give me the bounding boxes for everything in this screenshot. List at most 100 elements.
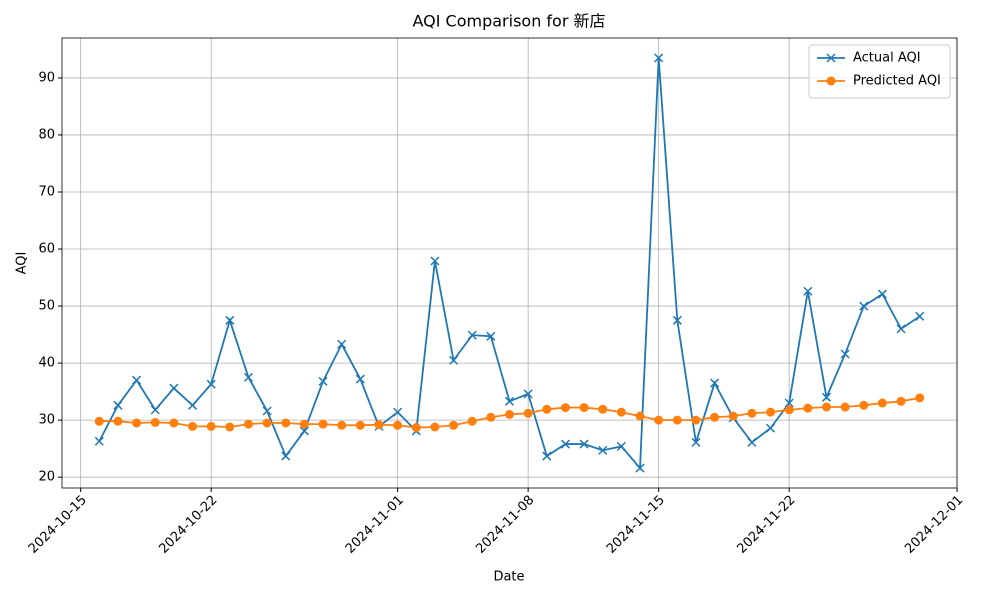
marker	[803, 286, 813, 296]
y-tick-label: 40	[38, 356, 55, 371]
marker	[486, 331, 496, 341]
marker	[840, 349, 850, 359]
marker	[579, 403, 589, 413]
x-tick-label: 2024-10-15	[26, 493, 90, 557]
marker	[821, 402, 831, 412]
y-tick-label: 90	[38, 70, 55, 85]
marker	[654, 53, 664, 63]
marker	[803, 403, 813, 413]
marker	[598, 404, 608, 414]
x-axis-label: Date	[493, 570, 524, 585]
marker	[411, 423, 421, 433]
marker	[318, 376, 328, 386]
marker	[113, 416, 123, 426]
y-tick-label: 50	[38, 299, 55, 314]
x-tick-label: 2024-11-01	[343, 493, 407, 557]
marker	[766, 407, 776, 417]
marker	[393, 407, 403, 417]
marker	[747, 437, 757, 447]
marker	[169, 383, 179, 393]
y-tick-label: 80	[38, 127, 55, 142]
x-tick-label: 2024-11-22	[734, 493, 798, 557]
marker	[635, 411, 645, 421]
marker	[616, 441, 626, 451]
marker	[579, 439, 589, 449]
marker	[915, 393, 925, 403]
marker	[654, 415, 664, 425]
marker	[225, 315, 235, 325]
marker	[150, 417, 160, 427]
marker	[691, 437, 701, 447]
marker	[374, 420, 384, 430]
y-tick-label: 20	[38, 470, 55, 485]
y-tick-label: 60	[38, 242, 55, 257]
marker	[896, 324, 906, 334]
legend-label: Predicted AQI	[853, 74, 941, 89]
marker	[243, 419, 253, 429]
line	[98, 57, 921, 471]
marker	[318, 419, 328, 429]
marker	[262, 418, 272, 428]
marker	[449, 355, 459, 365]
marker	[635, 463, 645, 473]
marker	[672, 315, 682, 325]
marker	[281, 451, 291, 461]
marker	[877, 289, 887, 299]
marker	[243, 372, 253, 382]
marker	[859, 301, 869, 311]
marker	[355, 420, 365, 430]
marker	[337, 339, 347, 349]
marker	[877, 398, 887, 408]
marker	[449, 420, 459, 430]
marker	[132, 375, 142, 385]
marker	[505, 409, 514, 419]
marker	[710, 378, 720, 388]
x-tick-label: 2024-11-08	[473, 493, 537, 557]
legend-label: Actual AQI	[853, 51, 921, 66]
legend-marker	[826, 53, 836, 63]
marker	[728, 411, 738, 421]
marker	[94, 436, 104, 446]
marker	[355, 374, 365, 384]
marker	[523, 408, 533, 418]
legend-marker	[826, 76, 836, 86]
series	[94, 393, 925, 433]
marker	[225, 422, 235, 432]
marker	[915, 311, 925, 321]
plot-frame	[61, 37, 958, 489]
marker	[430, 422, 440, 432]
marker	[766, 423, 776, 433]
x-tick-label: 2024-10-22	[156, 493, 220, 557]
marker	[169, 418, 179, 428]
marker	[94, 416, 104, 426]
marker	[560, 403, 570, 413]
x-tick-label: 2024-11-15	[604, 493, 668, 557]
marker	[747, 408, 757, 418]
marker	[337, 420, 347, 430]
marker	[262, 406, 272, 416]
marker	[132, 418, 142, 428]
marker	[859, 400, 869, 410]
marker	[542, 404, 552, 414]
marker	[821, 392, 832, 402]
marker	[299, 426, 309, 436]
marker	[598, 445, 608, 455]
marker	[560, 439, 570, 449]
y-tick-label: 70	[38, 184, 55, 199]
marker	[299, 419, 309, 429]
chart-title: AQI Comparison for 新店	[412, 12, 605, 31]
marker	[393, 420, 403, 430]
marker	[710, 412, 720, 422]
marker	[113, 400, 123, 410]
marker	[542, 451, 552, 461]
y-tick-label: 30	[38, 413, 55, 428]
marker	[187, 400, 198, 410]
marker	[430, 256, 440, 266]
marker	[206, 421, 216, 431]
x-tick-label: 2024-12-01	[902, 493, 966, 557]
marker	[840, 402, 850, 412]
marker	[784, 398, 794, 408]
marker	[504, 396, 515, 406]
marker	[467, 416, 477, 426]
